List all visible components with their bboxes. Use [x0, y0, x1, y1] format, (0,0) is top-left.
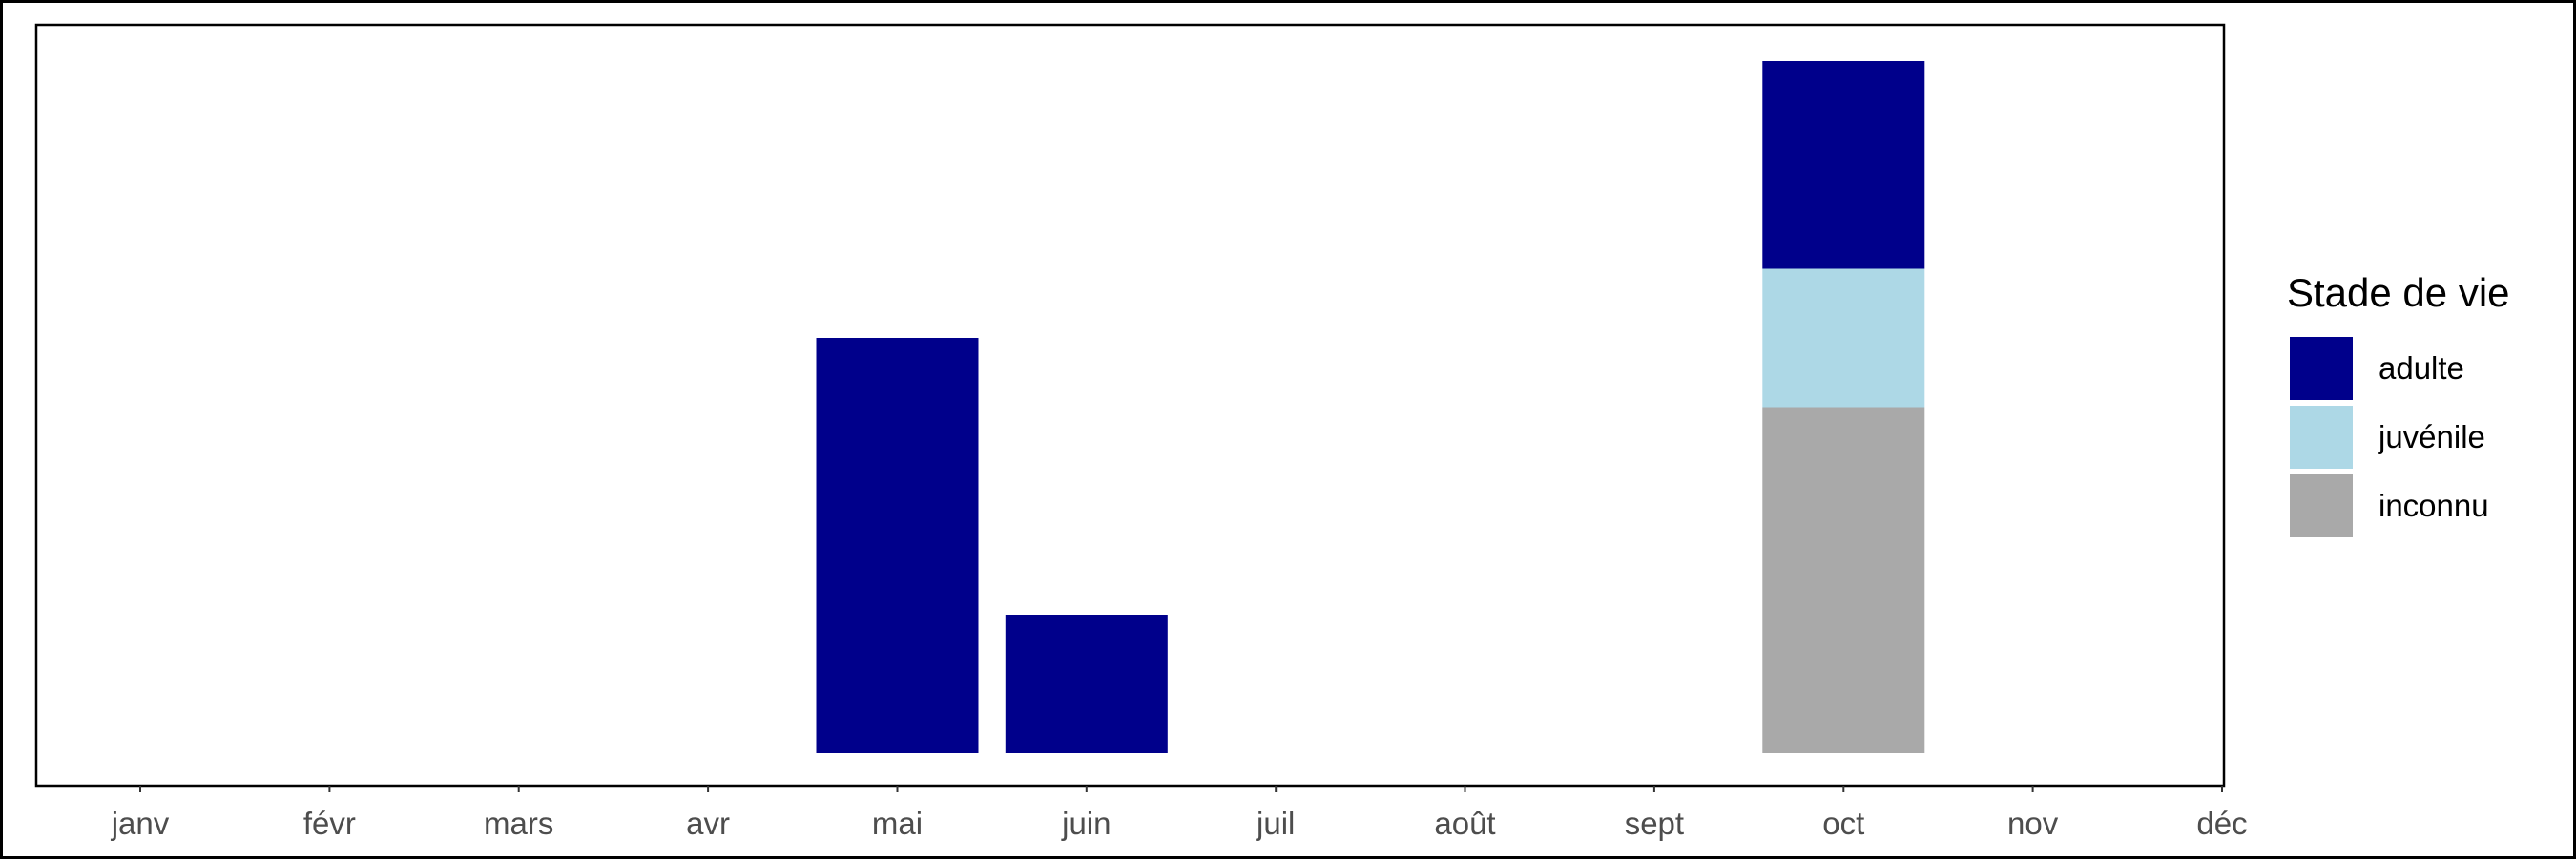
bars-layer [816, 61, 1925, 753]
x-tick-label: avr [686, 806, 730, 841]
x-tick-label: oct [1822, 806, 1864, 841]
x-tick-label: sept [1625, 806, 1684, 841]
bar-adulte-oct [1762, 61, 1925, 269]
legend-label-juvénile: juvénile [2378, 419, 2485, 454]
bar-juvénile-oct [1762, 268, 1925, 408]
x-tick-label: déc [2196, 806, 2247, 841]
plot-panel-border [34, 23, 2226, 788]
x-tick-label: nov [2007, 806, 2059, 841]
legend-key-adulte [2290, 337, 2353, 400]
legend-title: Stade de vie [2287, 270, 2510, 315]
legend-entries: adulte juvénile inconnu [2290, 337, 2489, 537]
legend-label-inconnu: inconnu [2379, 488, 2489, 523]
x-tick-label: févr [303, 806, 356, 841]
legend-label-adulte: adulte [2379, 350, 2464, 386]
x-tick-label: août [1434, 806, 1495, 841]
bar-inconnu-oct [1762, 407, 1925, 753]
x-tick-label: janv [111, 806, 170, 841]
legend: Stade de vie adulte juvénile inconnu [2287, 270, 2510, 537]
x-tick-label: mars [484, 806, 553, 841]
legend-key-inconnu [2290, 474, 2353, 537]
x-tick-label: mai [872, 806, 923, 841]
bar-adulte-mai [816, 338, 979, 753]
x-axis: janv févr mars avr mai juin juil août sept oct nov… [111, 786, 2248, 841]
stacked-bar-chart: janv févr mars avr mai juin juil août sept oct nov… [34, 23, 2510, 841]
x-tick-label: juin [1061, 806, 1111, 841]
legend-key-juvénile [2290, 406, 2353, 469]
x-tick-label: juil [1256, 806, 1295, 841]
bar-adulte-juin [1005, 615, 1168, 753]
